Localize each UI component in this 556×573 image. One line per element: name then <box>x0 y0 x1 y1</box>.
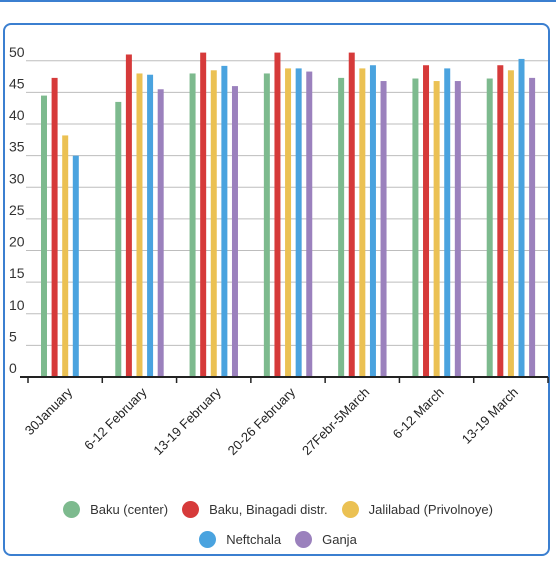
y-tick-label: 0 <box>9 360 17 376</box>
legend-item[interactable]: Ganja <box>295 530 357 548</box>
bar <box>115 101 122 378</box>
bar <box>200 52 207 378</box>
bar <box>285 68 292 377</box>
bar <box>359 68 366 377</box>
top-border-line <box>0 0 556 2</box>
bar <box>189 73 196 377</box>
bar <box>62 135 69 377</box>
bar <box>51 77 58 377</box>
bar <box>423 65 430 377</box>
legend-marker-icon <box>199 530 217 548</box>
bar <box>41 95 47 377</box>
y-tick-label: 35 <box>9 139 25 155</box>
legend-marker-icon <box>341 500 359 518</box>
y-tick-label: 50 <box>9 44 25 60</box>
legend-marker-icon <box>182 500 200 518</box>
legend-label: Ganja <box>322 531 357 547</box>
legend-item[interactable]: Baku, Binagadi distr. <box>182 500 328 518</box>
y-tick-label: 20 <box>9 234 25 250</box>
legend-marker-icon <box>295 530 313 548</box>
legend-item[interactable]: Baku (center) <box>63 500 169 518</box>
category-label: 27Febr-5March <box>299 385 372 458</box>
bar <box>338 77 345 377</box>
y-tick-label: 5 <box>9 328 17 344</box>
legend-row: Baku (center) Baku, Binagadi distr. Jalila… <box>0 494 556 524</box>
category-label: 6-12 February <box>81 384 150 453</box>
bar <box>380 81 387 377</box>
x-axis-labels: 30January 6-12 February 13-19 February 20-2… <box>22 384 521 458</box>
bar <box>444 68 451 377</box>
legend-label: Neftchala <box>226 531 282 547</box>
legend-item[interactable]: Jalilabad (Privolnoye) <box>341 500 493 518</box>
bar <box>518 58 525 377</box>
bar <box>231 86 238 377</box>
y-axis-ticks: 0 5 10 15 20 25 30 35 40 45 50 <box>9 44 25 376</box>
bar <box>263 73 270 377</box>
bar <box>369 65 376 377</box>
bar <box>221 65 228 378</box>
category-label: 30January <box>22 384 76 438</box>
bar <box>274 52 281 378</box>
bar <box>210 70 217 378</box>
bar <box>507 70 514 378</box>
bar <box>486 78 493 378</box>
y-tick-label: 45 <box>9 75 25 91</box>
bar <box>295 68 302 377</box>
bars <box>41 52 536 378</box>
legend-label: Jalilabad (Privolnoye) <box>368 501 493 517</box>
chart-frame <box>3 23 550 556</box>
bar <box>433 81 440 377</box>
category-label: 6-12 March <box>390 385 447 442</box>
category-label: 13-19 February <box>150 384 224 458</box>
bar <box>497 65 504 377</box>
category-label: 13-19 March <box>459 385 521 447</box>
legend: Baku (center) Baku, Binagadi distr. Jalila… <box>0 494 556 554</box>
legend-label: Baku, Binagadi distr. <box>209 501 328 517</box>
y-tick-label: 10 <box>9 297 25 313</box>
legend-label: Baku (center) <box>90 501 169 517</box>
bar <box>157 89 164 378</box>
bar <box>147 74 154 378</box>
legend-row: Neftchala Ganja <box>0 524 556 554</box>
y-tick-label: 25 <box>9 202 25 218</box>
y-tick-label: 40 <box>9 107 25 123</box>
bar <box>454 81 461 377</box>
bar-chart: 0 5 10 15 20 25 30 35 40 45 50 30January 6-12 Febru… <box>9 44 549 458</box>
category-label: 20-26 February <box>225 384 299 458</box>
y-tick-label: 15 <box>9 265 25 281</box>
bar <box>136 73 143 377</box>
bar <box>348 52 355 378</box>
y-tick-label: 30 <box>9 170 25 186</box>
bar <box>412 78 419 378</box>
bar <box>306 71 313 377</box>
bar <box>125 54 132 377</box>
legend-item[interactable]: Neftchala <box>199 530 282 548</box>
bar <box>72 155 79 377</box>
x-axis <box>20 376 549 383</box>
legend-marker-icon <box>63 500 81 518</box>
bar <box>529 77 536 377</box>
